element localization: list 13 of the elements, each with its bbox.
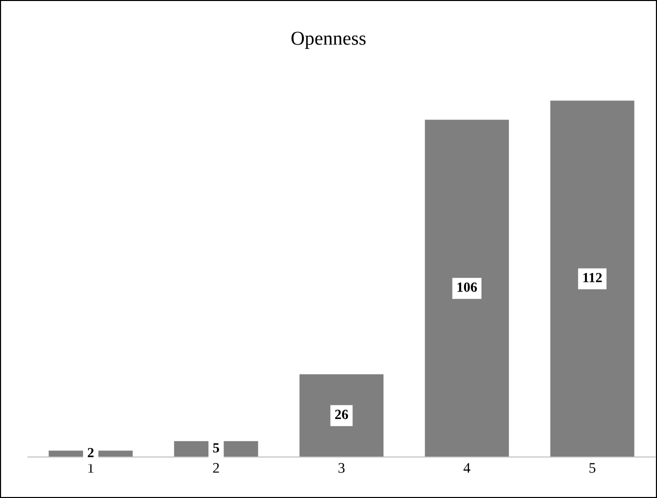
data-label: 5	[213, 443, 220, 453]
x-tick-label: 4	[464, 463, 470, 473]
bar	[424, 120, 509, 457]
x-tick-label: 2	[213, 463, 219, 473]
chart-title: Openness	[291, 32, 366, 49]
x-tick-label: 5	[590, 463, 596, 473]
data-label: 106	[458, 282, 477, 292]
bar	[550, 100, 634, 457]
data-label: 26	[335, 410, 348, 420]
x-tick-label: 3	[338, 463, 345, 473]
bar	[299, 374, 384, 457]
data-label: 2	[88, 448, 94, 458]
data-label: 112	[583, 272, 602, 282]
